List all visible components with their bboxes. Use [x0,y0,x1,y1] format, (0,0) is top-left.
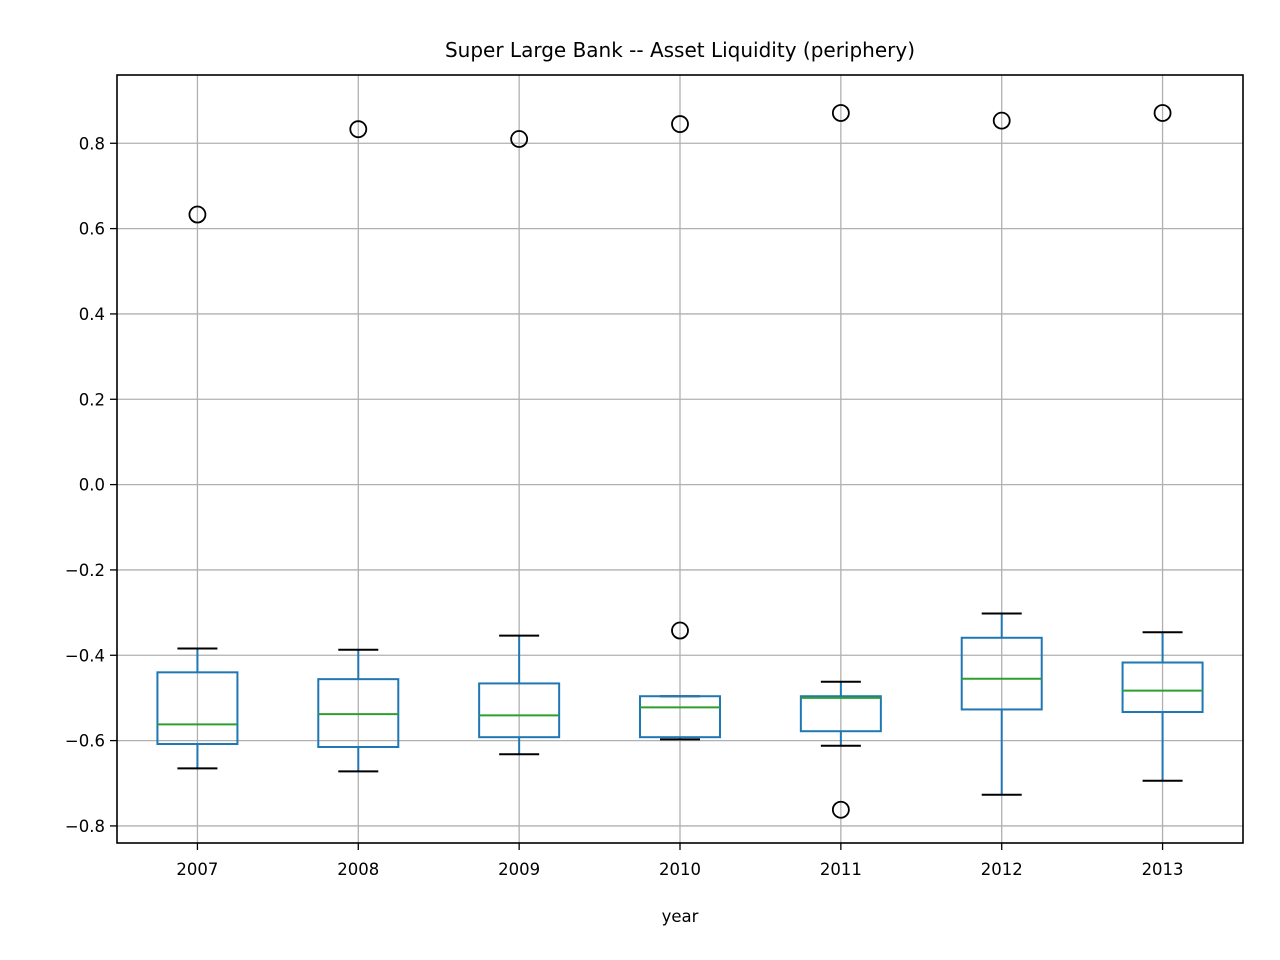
outlier-point [349,120,368,139]
box-2010 [639,115,721,741]
outlier-point [831,800,850,819]
y-tick-label: 0.0 [79,476,105,495]
box-2013 [1121,104,1204,782]
x-tick-label: 2013 [1142,860,1184,879]
outlier-point [671,115,689,133]
outlier-point [831,104,850,122]
x-tick-label: 2011 [820,860,862,879]
iqr-box [1121,661,1204,714]
x-tick-label: 2010 [659,860,701,879]
outlier-point [188,205,207,224]
y-tick-label: 0.8 [79,134,105,153]
iqr-box [478,682,561,739]
box-2012 [960,111,1043,796]
box-2007 [156,205,239,770]
box-2011 [799,104,882,819]
x-tick-label: 2007 [176,860,218,879]
box-2009 [478,130,561,756]
outlier-point [671,621,689,640]
y-tick-label: −0.2 [65,561,105,580]
x-tick-label: 2009 [498,860,540,879]
y-tick-label: −0.8 [65,817,105,836]
x-tick-label: 2008 [337,860,379,879]
iqr-box [156,671,239,746]
x-tick-label: 2012 [981,860,1023,879]
outlier-point [510,130,529,148]
x-axis-label: year [662,907,699,926]
box-2008 [317,120,400,773]
y-tick-label: 0.2 [79,390,105,409]
plot-marks [156,104,1204,819]
outlier-point [992,111,1011,130]
outlier-point [1153,104,1172,122]
iqr-box [799,695,882,733]
y-tick-label: 0.6 [79,220,105,239]
iqr-box [317,678,400,748]
axes: 0.8 0.6 0.4 0.2 0.0 −0.2 −0.4 −0.6 −0.8 2007 2008 2… [65,134,1184,879]
chart-title: Super Large Bank -- Asset Liquidity (per… [445,38,915,62]
iqr-box [960,636,1043,711]
iqr-box [639,695,721,739]
y-tick-label: −0.4 [65,646,105,665]
y-tick-label: −0.6 [65,732,105,751]
y-tick-label: 0.4 [79,305,105,324]
grid-lines [117,75,1243,843]
